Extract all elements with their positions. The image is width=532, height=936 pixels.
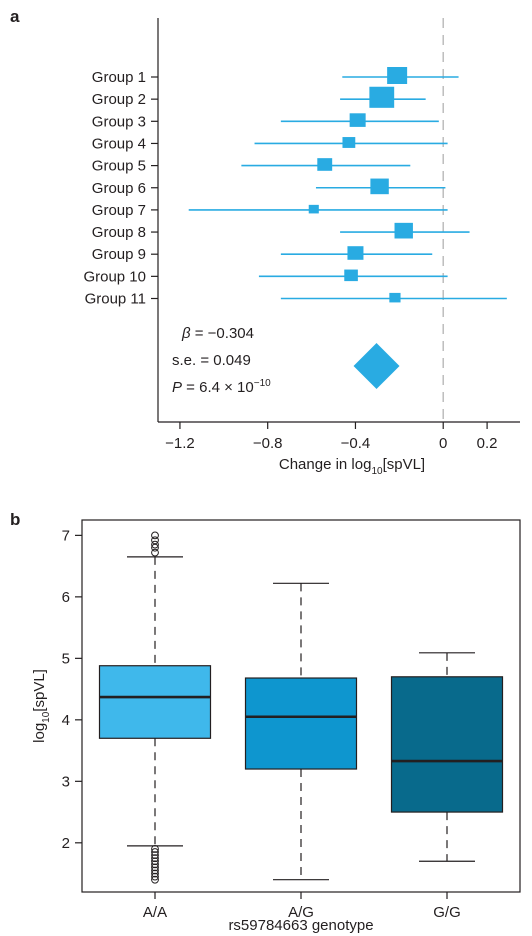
- effect-size-square: [349, 113, 366, 127]
- group-label: Group 7: [92, 202, 146, 219]
- outlier-point: [151, 536, 159, 545]
- box-ylabel-subscript: 10: [41, 711, 52, 723]
- interquartile-box: [244, 677, 358, 770]
- outlier-point: [151, 857, 159, 866]
- panel-b-label: b: [10, 510, 20, 529]
- forest-xlabel-prefix: Change in log: [279, 456, 372, 473]
- effect-size-square: [394, 222, 413, 239]
- effect-size-square: [344, 269, 358, 282]
- group-label: Group 2: [92, 91, 146, 108]
- outlier-point: [151, 845, 159, 853]
- forest-x-axis-title: Change in log10[spVL]: [279, 456, 425, 477]
- box-x-tick-label: A/G: [288, 904, 314, 921]
- outlier-point: [151, 543, 159, 552]
- forest-plot: Group 1 Group 2 Group 3 Group 4 Group 5 Group…: [83, 18, 520, 477]
- box-ylabel-prefix: log: [31, 723, 48, 743]
- outlier-point: [151, 866, 159, 875]
- p-symbol: P: [172, 379, 182, 396]
- outlier-point: [151, 872, 159, 881]
- box-y-tick-label: 2: [62, 835, 70, 852]
- p-value-stat: P = 6.4 × 10−10: [172, 378, 271, 396]
- beta-value: = −0.304: [191, 325, 254, 342]
- effect-size-square: [342, 137, 356, 148]
- box-x-axis-title: rs59784663 genotype: [228, 917, 373, 934]
- forest-x-tick-label: −0.8: [253, 435, 283, 452]
- box-y-axis-title: log10[spVL]: [31, 669, 52, 743]
- outlier-point: [151, 540, 159, 549]
- outlier-point: [151, 869, 159, 878]
- se-stat: s.e. = 0.049: [172, 352, 251, 369]
- outlier-point: [151, 854, 159, 863]
- panel-a-label: a: [10, 7, 20, 26]
- effect-size-square: [308, 204, 319, 214]
- box-y-tick-label: 6: [62, 589, 70, 606]
- forest-x-tick-label: 0.2: [477, 435, 498, 452]
- box-x-tick-label: G/G: [433, 904, 461, 921]
- box-y-tick-label: 7: [62, 527, 70, 544]
- group-label: Group 6: [92, 180, 146, 197]
- interquartile-box: [390, 676, 504, 813]
- box-y-tick-label: 4: [62, 712, 70, 729]
- outlier-point: [151, 875, 159, 884]
- box-ylabel-suffix: [spVL]: [31, 669, 48, 712]
- group-label: Group 4: [92, 135, 146, 152]
- beta-stat: β = −0.304: [181, 325, 254, 342]
- effect-size-square: [317, 158, 333, 171]
- forest-x-tick-label: −0.4: [341, 435, 371, 452]
- box-y-tick-label: 3: [62, 773, 70, 790]
- forest-x-tick-label: −1.2: [165, 435, 195, 452]
- forest-x-tick-label: 0: [439, 435, 447, 452]
- group-label: Group 11: [85, 291, 146, 308]
- group-label: Group 8: [92, 224, 146, 241]
- p-value-mantissa: = 6.4 × 10: [182, 379, 254, 396]
- outlier-point: [151, 851, 159, 860]
- effect-size-square: [347, 246, 364, 260]
- effect-size-square: [389, 292, 401, 303]
- forest-xlabel-suffix: [spVL]: [383, 456, 426, 473]
- box-plot: 2 3 4 5 6 7 A/A A/G G/G log10[spVL] rs59784663 g…: [31, 519, 521, 934]
- group-label: Group 10: [83, 268, 146, 285]
- group-label: Group 1: [92, 69, 146, 86]
- outlier-point: [151, 531, 159, 540]
- interquartile-box: [98, 665, 212, 739]
- outlier-point: [151, 860, 159, 869]
- p-value-exponent: −10: [254, 378, 271, 389]
- effect-size-square: [370, 178, 389, 195]
- outlier-point: [151, 863, 159, 872]
- outlier-point: [151, 548, 159, 557]
- group-label: Group 3: [92, 113, 146, 130]
- forest-xlabel-subscript: 10: [371, 466, 383, 477]
- summary-effect-diamond: [353, 343, 400, 389]
- effect-size-square: [369, 86, 395, 108]
- beta-symbol: β: [181, 325, 191, 342]
- effect-size-square: [387, 67, 408, 84]
- group-label: Group 5: [92, 158, 146, 175]
- box-x-tick-label: A/A: [143, 904, 167, 921]
- outlier-point: [151, 848, 159, 856]
- box-y-tick-label: 5: [62, 650, 70, 667]
- group-label: Group 9: [92, 246, 146, 263]
